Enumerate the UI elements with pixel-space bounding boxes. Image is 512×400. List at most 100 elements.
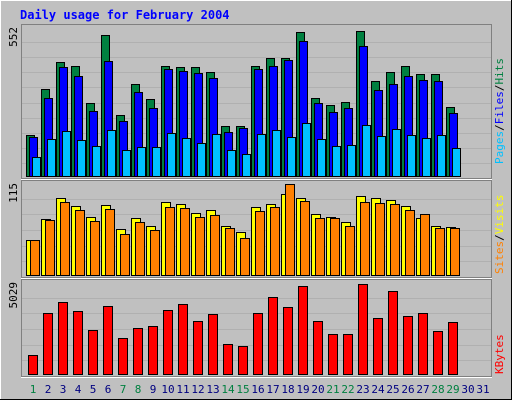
bar-kbytes-day-3 bbox=[58, 302, 68, 375]
bar-pages-day-14 bbox=[227, 150, 236, 177]
day-label-15: 15 bbox=[236, 383, 249, 396]
bar-sites-day-9 bbox=[150, 230, 160, 276]
bar-sites-day-19 bbox=[300, 201, 310, 276]
bar-kbytes-day-28 bbox=[433, 331, 443, 375]
bar-sites-day-26 bbox=[405, 210, 415, 276]
bar-sites-day-15 bbox=[240, 238, 250, 276]
bar-pages-day-27 bbox=[422, 138, 431, 177]
bar-kbytes-day-29 bbox=[448, 322, 458, 375]
bar-pages-day-25 bbox=[392, 129, 401, 177]
panel-3-legend: KBytes bbox=[493, 334, 506, 374]
day-label-19: 19 bbox=[296, 383, 309, 396]
bar-pages-day-2 bbox=[47, 139, 56, 177]
bar-pages-day-19 bbox=[302, 123, 311, 177]
day-label-17: 17 bbox=[266, 383, 279, 396]
bar-sites-day-16 bbox=[255, 211, 265, 276]
bar-pages-day-13 bbox=[212, 134, 221, 177]
bar-pages-day-10 bbox=[167, 133, 176, 177]
bar-kbytes-day-9 bbox=[148, 326, 158, 375]
day-label-30: 30 bbox=[461, 383, 474, 396]
bar-pages-day-6 bbox=[107, 130, 116, 177]
bar-pages-day-20 bbox=[317, 139, 326, 177]
bar-kbytes-day-5 bbox=[88, 330, 98, 375]
day-label-18: 18 bbox=[281, 383, 294, 396]
bar-sites-day-20 bbox=[315, 218, 325, 276]
bar-sites-day-23 bbox=[360, 202, 370, 276]
bar-sites-day-13 bbox=[210, 215, 220, 276]
bar-pages-day-15 bbox=[242, 154, 251, 177]
bar-kbytes-day-2 bbox=[43, 313, 53, 375]
bar-kbytes-day-10 bbox=[163, 310, 173, 375]
bar-pages-day-29 bbox=[452, 148, 461, 177]
bar-kbytes-day-25 bbox=[388, 291, 398, 375]
bar-sites-day-4 bbox=[75, 210, 85, 276]
day-label-2: 2 bbox=[45, 383, 52, 396]
day-label-14: 14 bbox=[221, 383, 235, 396]
day-label-6: 6 bbox=[105, 383, 112, 396]
bar-pages-day-18 bbox=[287, 137, 296, 177]
panel-1-legend: Pages/Files/Hits bbox=[493, 58, 506, 164]
bar-sites-day-3 bbox=[60, 202, 70, 276]
day-label-27: 27 bbox=[416, 383, 429, 396]
bar-kbytes-day-12 bbox=[193, 321, 203, 375]
bar-kbytes-day-18 bbox=[283, 307, 293, 375]
day-labels: 1 2 3 4 5 6 7 8 9 10 11 12 13 14 15 16 17 18 19 20 21 22 23 24 2… bbox=[30, 383, 490, 396]
legend-kbytes: KBytes bbox=[493, 334, 506, 374]
day-label-3: 3 bbox=[60, 383, 67, 396]
bar-kbytes-day-15 bbox=[238, 346, 248, 375]
bar-sites-day-18 bbox=[285, 184, 295, 276]
bar-kbytes-day-7 bbox=[118, 338, 128, 375]
bar-pages-day-7 bbox=[122, 150, 131, 177]
day-label-10: 10 bbox=[161, 383, 174, 396]
bar-kbytes-day-16 bbox=[253, 313, 263, 375]
day-label-24: 24 bbox=[371, 383, 385, 396]
bar-sites-day-27 bbox=[420, 214, 430, 276]
day-label-22: 22 bbox=[341, 383, 354, 396]
bar-sites-day-8 bbox=[135, 222, 145, 276]
bar-sites-day-2 bbox=[45, 220, 55, 276]
legend-files: Files bbox=[493, 91, 506, 124]
day-label-25: 25 bbox=[386, 383, 399, 396]
bar-pages-day-9 bbox=[152, 147, 161, 177]
bar-pages-day-22 bbox=[347, 145, 356, 177]
bar-kbytes-day-1 bbox=[28, 355, 38, 375]
bar-pages-day-17 bbox=[272, 130, 281, 177]
bar-pages-day-16 bbox=[257, 134, 266, 177]
bar-kbytes-day-23 bbox=[358, 284, 368, 375]
bar-kbytes-day-19 bbox=[298, 286, 308, 375]
day-label-9: 9 bbox=[150, 383, 157, 396]
panel-2-legend: Sites/Visits bbox=[493, 195, 506, 275]
day-label-16: 16 bbox=[251, 383, 264, 396]
day-label-13: 13 bbox=[206, 383, 219, 396]
bar-kbytes-day-22 bbox=[343, 334, 353, 375]
legend-sep-1: / bbox=[493, 124, 506, 131]
day-label-8: 8 bbox=[135, 383, 142, 396]
day-label-12: 12 bbox=[191, 383, 204, 396]
legend-visits: Visits bbox=[493, 195, 506, 235]
bar-kbytes-day-6 bbox=[103, 306, 113, 375]
day-label-1: 1 bbox=[30, 383, 37, 396]
bar-sites-day-29 bbox=[450, 228, 460, 276]
bar-pages-day-5 bbox=[92, 146, 101, 177]
day-label-31: 31 bbox=[476, 383, 489, 396]
bar-kbytes-day-14 bbox=[223, 344, 233, 375]
bar-sites-day-1 bbox=[30, 240, 40, 276]
bar-sites-day-28 bbox=[435, 228, 445, 276]
day-label-7: 7 bbox=[120, 383, 127, 396]
chart-title: Daily usage for February 2004 bbox=[20, 8, 230, 22]
bar-pages-day-24 bbox=[377, 136, 386, 177]
bar-pages-day-28 bbox=[437, 135, 446, 177]
panel-2-max-label: 115 bbox=[7, 183, 20, 203]
day-label-26: 26 bbox=[401, 383, 414, 396]
panel-3-max-label: 5029 bbox=[7, 282, 20, 309]
bar-pages-day-3 bbox=[62, 131, 71, 177]
bar-kbytes-day-21 bbox=[328, 334, 338, 375]
panel-3-bars bbox=[28, 284, 458, 375]
bar-sites-day-11 bbox=[180, 208, 190, 276]
bar-sites-day-6 bbox=[105, 209, 115, 276]
bar-pages-day-4 bbox=[77, 140, 86, 177]
bar-kbytes-day-20 bbox=[313, 321, 323, 375]
day-label-4: 4 bbox=[75, 383, 82, 396]
panel-1-max-label: 552 bbox=[7, 27, 20, 47]
